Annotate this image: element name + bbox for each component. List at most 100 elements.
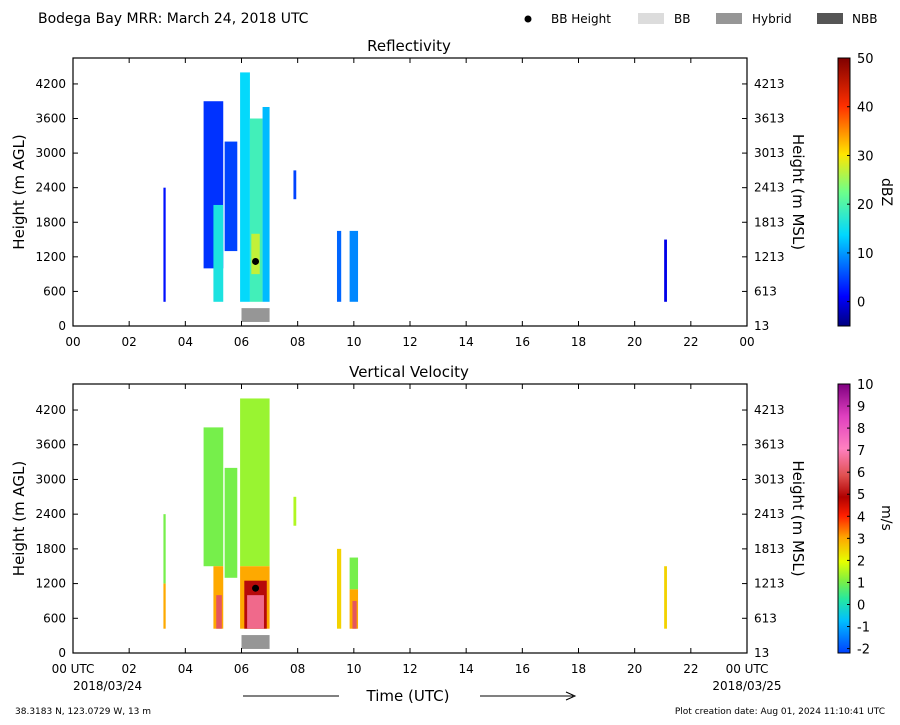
x-tick-label: 16 [515, 335, 530, 349]
x-tick-label: 12 [402, 662, 417, 676]
echo-cell [240, 398, 270, 567]
x-tick-label: 02 [122, 335, 137, 349]
y-axis-label: Height (m AGL) [10, 461, 28, 576]
y-tick-label-right: 613 [754, 611, 777, 625]
echo-cell [336, 548, 342, 629]
echo-cell [163, 187, 166, 302]
x-tick-label: 06 [234, 662, 249, 676]
x-tick-label: 00 UTC [52, 662, 95, 676]
y-tick-label-right: 2413 [754, 507, 785, 521]
y-tick-label-right: 3013 [754, 146, 785, 160]
y-axis-label-right: Height (m MSL) [789, 134, 807, 250]
y-tick-label-right: 4213 [754, 77, 785, 91]
legend-dot-bb-height [524, 15, 532, 23]
x-tick-label: 12 [402, 335, 417, 349]
footer-location: 38.3183 N, 123.0729 W, 13 m [15, 707, 151, 717]
echo-cell [293, 496, 297, 526]
x-tick-label: 20 [627, 662, 642, 676]
bb-height-point [252, 257, 260, 265]
y-tick-label: 600 [43, 284, 66, 298]
y-tick-label: 0 [58, 319, 66, 333]
x-tick-label: 02 [122, 662, 137, 676]
y-tick-label-right: 1213 [754, 250, 785, 264]
y-tick-label: 1200 [35, 577, 66, 591]
echo-cell [203, 427, 224, 567]
echo-cell [352, 600, 357, 629]
y-tick-label: 4200 [35, 77, 66, 91]
y-tick-label: 1800 [35, 215, 66, 229]
x-tick-label: 16 [515, 662, 530, 676]
bb-type-bar-hybrid [241, 635, 270, 649]
echo-cell [224, 467, 238, 578]
echo-cell [213, 204, 224, 302]
colorbar-tick-label: 9 [857, 400, 865, 415]
y-tick-label-right: 1813 [754, 542, 785, 556]
plot-frame [72, 383, 748, 654]
colorbar-tick-label: -2 [857, 643, 870, 658]
x-tick-label: 18 [571, 662, 586, 676]
y-tick-label-right: 4213 [754, 403, 785, 417]
colorbar-tick-label: 20 [857, 198, 874, 213]
legend-label-bb-height: BB Height [551, 12, 611, 26]
colorbar-tick-label: 1 [857, 576, 865, 591]
y-tick-label: 3000 [35, 146, 66, 160]
y-tick-label: 1800 [35, 542, 66, 556]
colorbar-tick-label: 2 [857, 554, 865, 569]
colorbar-tick-label: 5 [857, 488, 865, 503]
colorbar-tick-label: 40 [857, 101, 874, 116]
y-tick-label: 3000 [35, 472, 66, 486]
y-tick-label: 600 [43, 611, 66, 625]
x-end-date: 2018/03/25 [712, 679, 781, 693]
panel-title: Reflectivity [367, 37, 451, 55]
echo-cell [251, 233, 260, 275]
legend-label-hybrid: Hybrid [752, 12, 792, 26]
colorbar-tick-label: 10 [857, 247, 874, 262]
x-tick-label: 20 [627, 335, 642, 349]
colorbar-tick-label: 8 [857, 422, 865, 437]
echo-cell [664, 239, 667, 302]
legend-swatch-nbb [817, 13, 843, 24]
colorbar-tick-label: 3 [857, 532, 865, 547]
colorbar-label: dBZ [878, 178, 894, 206]
y-tick-label: 4200 [35, 403, 66, 417]
colorbar-label: m/s [878, 505, 894, 531]
echo-cell [336, 230, 342, 302]
colorbar-tick-label: 7 [857, 444, 865, 459]
echo-cell [249, 118, 263, 302]
x-tick-label: 14 [459, 335, 474, 349]
y-tick-label-right: 13 [754, 646, 769, 660]
plot-frame [72, 57, 748, 327]
echo-cell [163, 583, 166, 629]
y-tick-label: 2400 [35, 507, 66, 521]
x-tick-label: 04 [178, 335, 193, 349]
x-tick-label: 22 [683, 335, 698, 349]
y-axis-label: Height (m AGL) [10, 134, 28, 249]
y-tick-label-right: 3013 [754, 472, 785, 486]
x-tick-label: 04 [178, 662, 193, 676]
y-axis-label-right: Height (m MSL) [789, 460, 807, 576]
bb-height-point [252, 584, 260, 592]
echo-cell [224, 141, 238, 252]
echo-cell [262, 106, 270, 302]
echo-cell [293, 170, 297, 200]
y-tick-label: 2400 [35, 181, 66, 195]
colorbar [837, 57, 851, 327]
y-tick-label: 1200 [35, 250, 66, 264]
panel-title: Vertical Velocity [349, 363, 469, 381]
x-axis-arrow-head [565, 691, 577, 701]
colorbar-tick-label: 4 [857, 510, 865, 525]
x-tick-label: 06 [234, 335, 249, 349]
x-tick-label: 18 [571, 335, 586, 349]
colorbar-tick-label: 6 [857, 466, 865, 481]
y-tick-label-right: 3613 [754, 112, 785, 126]
colorbar [837, 383, 851, 654]
x-axis-label: Time (UTC) [366, 687, 450, 705]
x-tick-label: 08 [290, 335, 305, 349]
x-tick-label: 22 [683, 662, 698, 676]
bb-type-bar-hybrid [241, 308, 270, 322]
echo-cell [240, 72, 250, 302]
legend-swatch-bb [638, 13, 664, 24]
x-start-date: 2018/03/24 [73, 679, 142, 693]
